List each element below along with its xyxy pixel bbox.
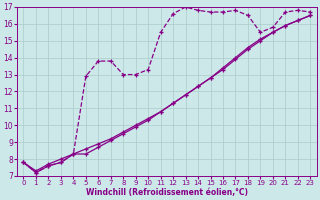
X-axis label: Windchill (Refroidissement éolien,°C): Windchill (Refroidissement éolien,°C) [86, 188, 248, 197]
